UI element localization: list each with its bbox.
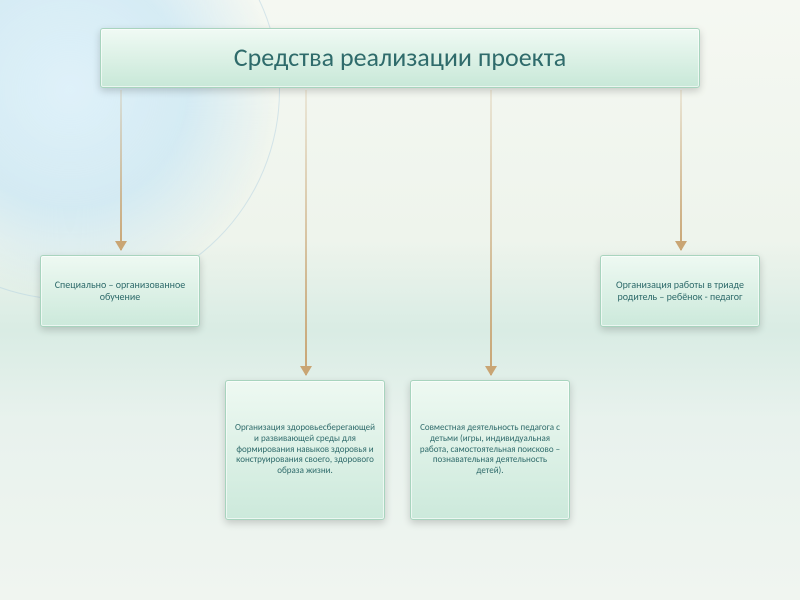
child-box-3: Организация работы в триаде родитель – р… (600, 255, 760, 327)
title-text: Средства реализации проекта (234, 42, 567, 73)
arrowhead-icon (115, 241, 127, 251)
arrow-0 (120, 90, 122, 250)
arrow-1 (305, 90, 307, 375)
child-text-2: Совместная деятельность педагога с детьм… (419, 423, 561, 477)
arrowhead-icon (675, 241, 687, 251)
child-text-1: Организация здоровьесберегающей и развив… (234, 423, 376, 477)
arrowhead-icon (485, 366, 497, 376)
arrow-2 (490, 90, 492, 375)
child-text-0: Специально – организованное обучение (49, 279, 191, 303)
arrow-3 (680, 90, 682, 250)
arrowhead-icon (300, 366, 312, 376)
child-box-1: Организация здоровьесберегающей и развив… (225, 380, 385, 520)
child-box-2: Совместная деятельность педагога с детьм… (410, 380, 570, 520)
title-box: Средства реализации проекта (100, 28, 700, 88)
child-text-3: Организация работы в триаде родитель – р… (609, 279, 751, 303)
child-box-0: Специально – организованное обучение (40, 255, 200, 327)
diagram-root: Средства реализации проекта Специально –… (0, 0, 800, 600)
